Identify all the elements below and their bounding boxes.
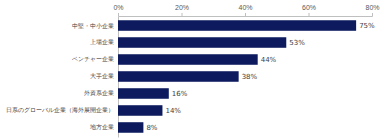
x-tick: 80% (365, 4, 379, 16)
plot: 0% 20% 40% 60% 80% 中堅・中小企業上場企業ベンチャー企業大手企業外資系企… (6, 4, 380, 138)
bar (118, 71, 239, 82)
y-tick-label: 上場企業 (90, 38, 114, 45)
data-label: 14% (165, 107, 181, 115)
x-tick-label: 20% (175, 4, 189, 11)
y-tick: 日系のグローバル企業（海外展開企業） (6, 106, 118, 114)
y-tick-label: ベンチャー企業 (72, 55, 114, 62)
x-tick-mark (372, 13, 373, 16)
y-tick: 中堅・中小企業 (72, 22, 118, 29)
y-tick-label: 外資系企業 (84, 89, 114, 97)
y-tick: 大手企業 (90, 72, 118, 79)
x-tick-label: 0% (113, 4, 123, 11)
bar (118, 122, 143, 133)
x-tick-mark (118, 13, 119, 16)
bar (118, 105, 162, 116)
x-axis: 0% 20% 40% 60% 80% (113, 4, 379, 17)
x-tick-mark (245, 13, 246, 16)
x-tick-label: 60% (302, 4, 316, 11)
y-tick-label: 大手企業 (90, 72, 114, 79)
x-tick-label: 40% (238, 4, 252, 11)
y-tick: 地方企業 (89, 123, 118, 130)
data-label: 75% (359, 22, 375, 30)
x-tick-label: 80% (365, 4, 379, 11)
y-tick-label: 日系のグローバル企業（海外展開企業） (6, 106, 114, 114)
data-label: 16% (172, 90, 188, 98)
data-labels: 75% 53% 44% 38% 16% 14% 8% (146, 22, 375, 132)
x-axis-line (119, 13, 373, 17)
data-label: 53% (289, 39, 305, 47)
bars (118, 20, 356, 133)
bar (118, 54, 258, 65)
y-tick-label: 地方企業 (89, 123, 114, 130)
x-tick: 20% (175, 4, 189, 16)
chart: 0% 20% 40% 60% 80% 中堅・中小企業上場企業ベンチャー企業大手企業外資系企… (0, 0, 384, 139)
x-tick: 0% (113, 4, 123, 16)
bar (118, 88, 169, 99)
x-tick: 60% (302, 4, 316, 16)
bar (118, 20, 356, 31)
data-label: 44% (261, 56, 277, 64)
y-axis: 中堅・中小企業上場企業ベンチャー企業大手企業外資系企業日系のグローバル企業（海外… (6, 17, 119, 138)
bar (118, 37, 286, 48)
x-tick: 40% (238, 4, 252, 16)
y-tick: 外資系企業 (84, 89, 118, 97)
y-tick: 上場企業 (90, 38, 118, 45)
data-label: 8% (146, 124, 157, 132)
y-tick-label: 中堅・中小企業 (72, 22, 114, 29)
y-tick: ベンチャー企業 (72, 55, 118, 62)
x-tick-mark (182, 13, 183, 16)
x-tick-mark (309, 13, 310, 16)
data-label: 38% (242, 73, 258, 81)
